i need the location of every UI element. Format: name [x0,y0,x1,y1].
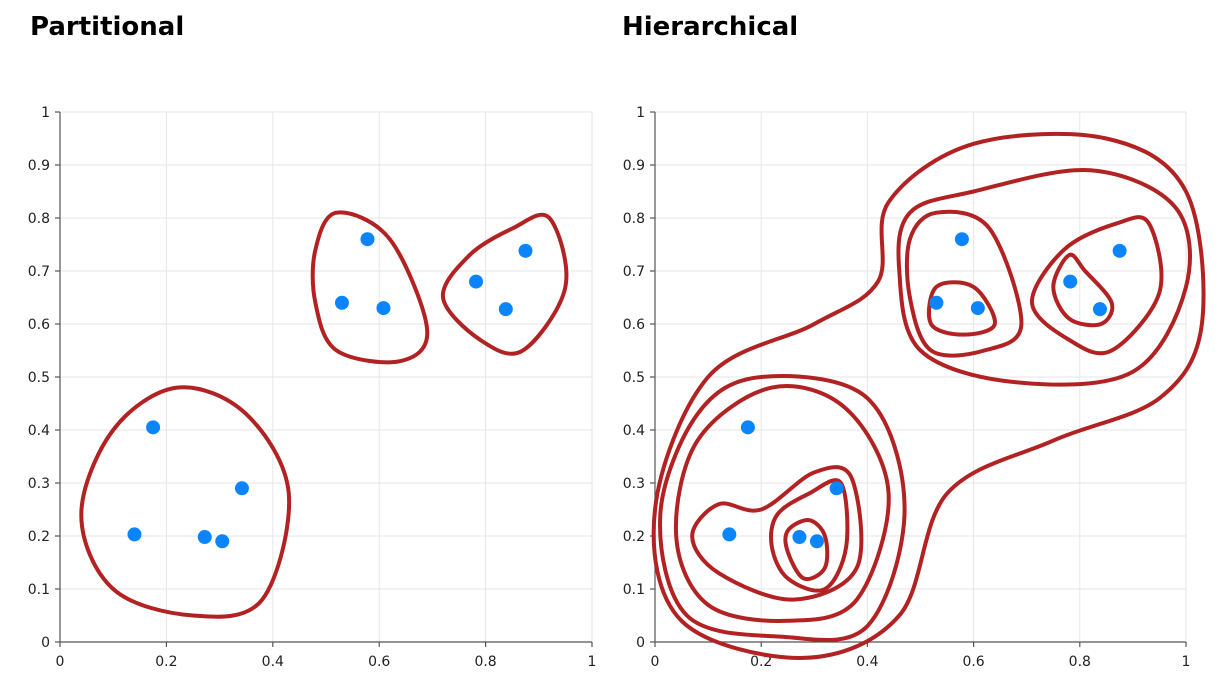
cluster-contour [658,374,907,643]
data-point [234,481,249,496]
cluster-contour [673,384,891,623]
data-point [970,301,985,316]
panel-title-partitional: Partitional [30,12,185,42]
x-tick-label: 0.4 [262,654,284,670]
x-tick-label: 0 [56,654,65,670]
y-tick-label: 0.3 [623,476,645,492]
x-tick-label: 0.8 [1069,654,1091,670]
x-tick-label: 0.6 [368,654,390,670]
data-point [334,295,349,310]
y-tick-label: 1 [41,105,50,121]
cluster-contour [651,131,1206,660]
y-tick-label: 0 [636,635,645,651]
x-tick-label: 1 [1182,654,1191,670]
data-point [215,534,230,549]
y-tick-label: 0.1 [28,582,50,598]
data-point [1063,274,1078,289]
x-tick-label: 0.2 [750,654,772,670]
data-point [518,243,533,258]
chart-hierarchical: 0 0.2 0.4 0.6 0.8 1 0 0.1 0.2 0.3 0.4 0.5 0.6 0.7 0.8 0… [623,105,1206,670]
y-tick-label: 0.2 [28,529,50,545]
y-tick-label: 0.7 [28,264,50,280]
data-point [1112,243,1127,258]
y-tick-label: 0.7 [623,264,645,280]
y-tick-label: 0.4 [623,423,645,439]
y-tick-label: 0 [41,635,50,651]
cluster-contour [926,280,997,337]
y-tick-label: 0.8 [28,211,50,227]
data-point [929,295,944,310]
chart-partitional: 0 0.2 0.4 0.6 0.8 1 0 0.1 0.2 0.3 0.4 0.5 0.6 0.7 0.8 0… [28,105,597,670]
y-tick-label: 0.3 [28,476,50,492]
y-tick-label: 0.6 [623,317,645,333]
y-tick-label: 0.4 [28,423,50,439]
x-tick-label: 0.2 [155,654,177,670]
cluster-contour [79,385,292,619]
data-point [809,534,824,549]
data-point [954,232,969,247]
data-point [722,527,737,542]
cluster-contour [904,209,1024,358]
x-tick-label: 0.6 [962,654,984,670]
cluster-contour [310,210,430,365]
data-point [829,481,844,496]
data-point [146,420,161,435]
y-tick-label: 0.6 [28,317,50,333]
data-point [1092,302,1107,317]
data-point [498,302,513,317]
y-tick-label: 0.1 [623,582,645,598]
data-point [197,530,212,545]
data-point [127,527,142,542]
cluster-contour [1030,215,1164,356]
data-point [792,530,807,545]
data-point [376,301,391,316]
x-tick-label: 0.8 [474,654,496,670]
y-tick-label: 0.9 [28,158,50,174]
cluster-contour [896,168,1192,387]
x-tick-label: 0.4 [856,654,878,670]
cluster-contour [769,478,850,593]
cluster-contour [690,465,864,602]
data-point [360,232,375,247]
cluster-contour [783,518,830,581]
y-tick-label: 0.5 [623,370,645,386]
panel-title-hierarchical: Hierarchical [622,12,799,42]
y-tick-label: 0.2 [623,529,645,545]
y-tick-label: 0.8 [623,211,645,227]
cluster-contour [1051,252,1115,328]
x-tick-label: 1 [588,654,597,670]
x-tick-label: 0 [651,654,660,670]
y-tick-label: 0.5 [28,370,50,386]
y-tick-label: 1 [636,105,645,121]
data-point [469,274,484,289]
cluster-contour [440,212,569,356]
y-tick-label: 0.9 [623,158,645,174]
data-point [740,420,755,435]
